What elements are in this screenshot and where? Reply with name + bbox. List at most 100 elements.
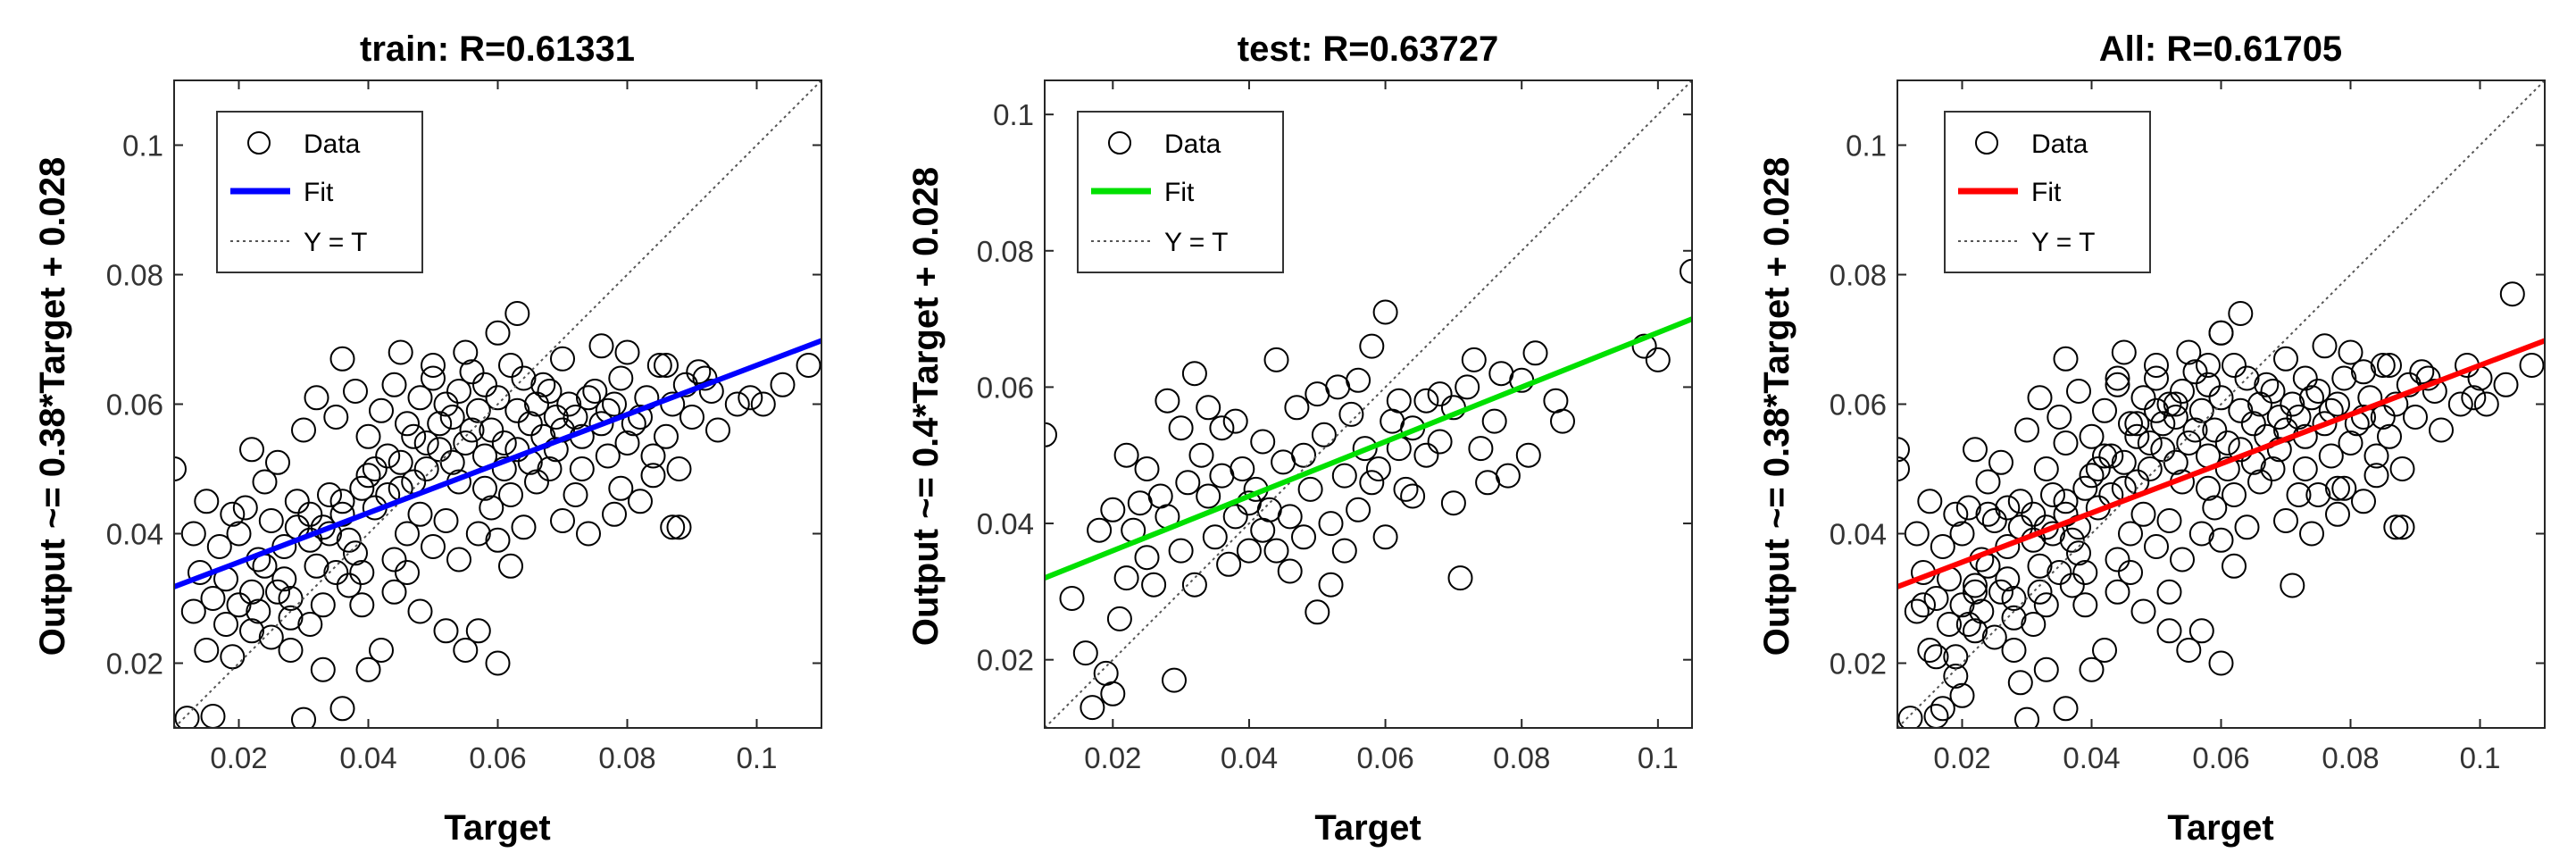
data-point — [239, 618, 264, 644]
data-point — [2286, 482, 2312, 507]
data-point — [2040, 482, 2065, 507]
data-point — [1522, 340, 1548, 366]
data-point — [433, 618, 459, 644]
data-point — [2351, 489, 2376, 514]
x-tick-label: 0.08 — [2322, 741, 2379, 774]
data-point — [1955, 612, 1981, 637]
data-point — [2118, 521, 2143, 547]
data-point — [1250, 517, 1276, 543]
data-point — [2266, 405, 2292, 430]
data-point — [679, 405, 704, 430]
data-point — [2150, 411, 2176, 437]
x-tick-label: 0.02 — [1084, 741, 1141, 774]
data-point — [485, 527, 511, 553]
data-point — [1440, 490, 1466, 516]
legend-label-fit: Fit — [2031, 178, 2062, 207]
data-point — [355, 656, 381, 682]
data-point — [258, 508, 284, 533]
data-point — [1277, 504, 1303, 530]
identity-line — [174, 80, 821, 728]
x-axis-label-train: Target — [444, 808, 550, 848]
data-point — [381, 372, 407, 397]
data-point — [1897, 456, 1910, 481]
data-point — [1352, 436, 1378, 462]
data-point — [1897, 706, 1923, 728]
data-point — [504, 301, 530, 326]
data-point — [2053, 696, 2079, 722]
data-point — [1222, 504, 1248, 530]
data-point — [517, 411, 543, 437]
data-point — [1162, 667, 1187, 693]
data-point — [1645, 347, 1671, 372]
data-point — [660, 514, 686, 540]
data-point — [2222, 482, 2247, 507]
data-point — [459, 359, 485, 385]
data-point — [588, 411, 614, 437]
legend-label-fit: Fit — [304, 178, 334, 207]
data-point — [2118, 411, 2143, 437]
data-point — [2196, 353, 2221, 378]
data-point — [2182, 417, 2208, 443]
data-point — [2047, 560, 2072, 585]
data-point — [2222, 353, 2247, 378]
data-point — [524, 391, 549, 417]
data-point — [614, 339, 640, 365]
data-point — [1331, 538, 1357, 564]
data-point — [2156, 579, 2182, 605]
data-point — [1981, 508, 2007, 533]
data-point — [278, 605, 304, 631]
data-point — [2001, 605, 2027, 631]
data-point — [2137, 456, 2163, 481]
data-point — [1181, 572, 1207, 598]
data-point — [2047, 405, 2072, 430]
data-point — [614, 430, 640, 456]
data-point — [2156, 391, 2182, 417]
data-point — [271, 566, 297, 592]
data-point — [2260, 379, 2286, 404]
data-point — [349, 560, 375, 585]
data-point — [666, 514, 692, 540]
data-point — [194, 489, 220, 514]
data-point — [738, 385, 763, 411]
x-tick-label: 0.06 — [2192, 741, 2249, 774]
data-point — [628, 489, 653, 514]
data-point — [362, 456, 388, 481]
y-axis-label-test: Output ~= 0.4*Target + 0.028 — [906, 167, 946, 646]
data-point — [2299, 385, 2324, 411]
data-point — [206, 534, 232, 559]
data-point — [1988, 579, 2013, 605]
data-point — [278, 638, 304, 663]
legend-data-marker — [1975, 131, 1998, 155]
data-point — [2118, 560, 2143, 585]
data-point — [421, 365, 446, 391]
legend-data-marker — [1108, 131, 1131, 155]
data-point — [498, 353, 523, 378]
data-point — [491, 456, 517, 481]
data-point — [2092, 443, 2117, 469]
x-tick-label: 0.06 — [1356, 741, 1413, 774]
data-point — [472, 372, 497, 397]
data-point — [1311, 422, 1337, 447]
data-point — [297, 501, 323, 527]
data-point — [1447, 565, 1473, 591]
data-point — [504, 397, 530, 423]
data-point — [1963, 618, 1988, 644]
data-point — [1413, 388, 1439, 414]
data-point — [180, 598, 206, 624]
data-point — [2312, 333, 2338, 359]
data-point — [1949, 592, 1975, 618]
data-point — [174, 706, 200, 728]
x-tick-label: 0.04 — [2063, 741, 2120, 774]
data-point — [421, 534, 446, 559]
data-point — [2053, 501, 2079, 527]
data-point — [343, 540, 368, 566]
data-point — [2007, 670, 2033, 696]
x-tick-label: 0.06 — [469, 741, 526, 774]
data-point — [2280, 573, 2305, 598]
data-point — [2396, 372, 2422, 397]
data-point — [1216, 551, 1242, 577]
data-point — [2234, 514, 2260, 540]
data-point — [304, 385, 329, 411]
data-point — [388, 339, 413, 365]
data-point — [2214, 456, 2240, 481]
